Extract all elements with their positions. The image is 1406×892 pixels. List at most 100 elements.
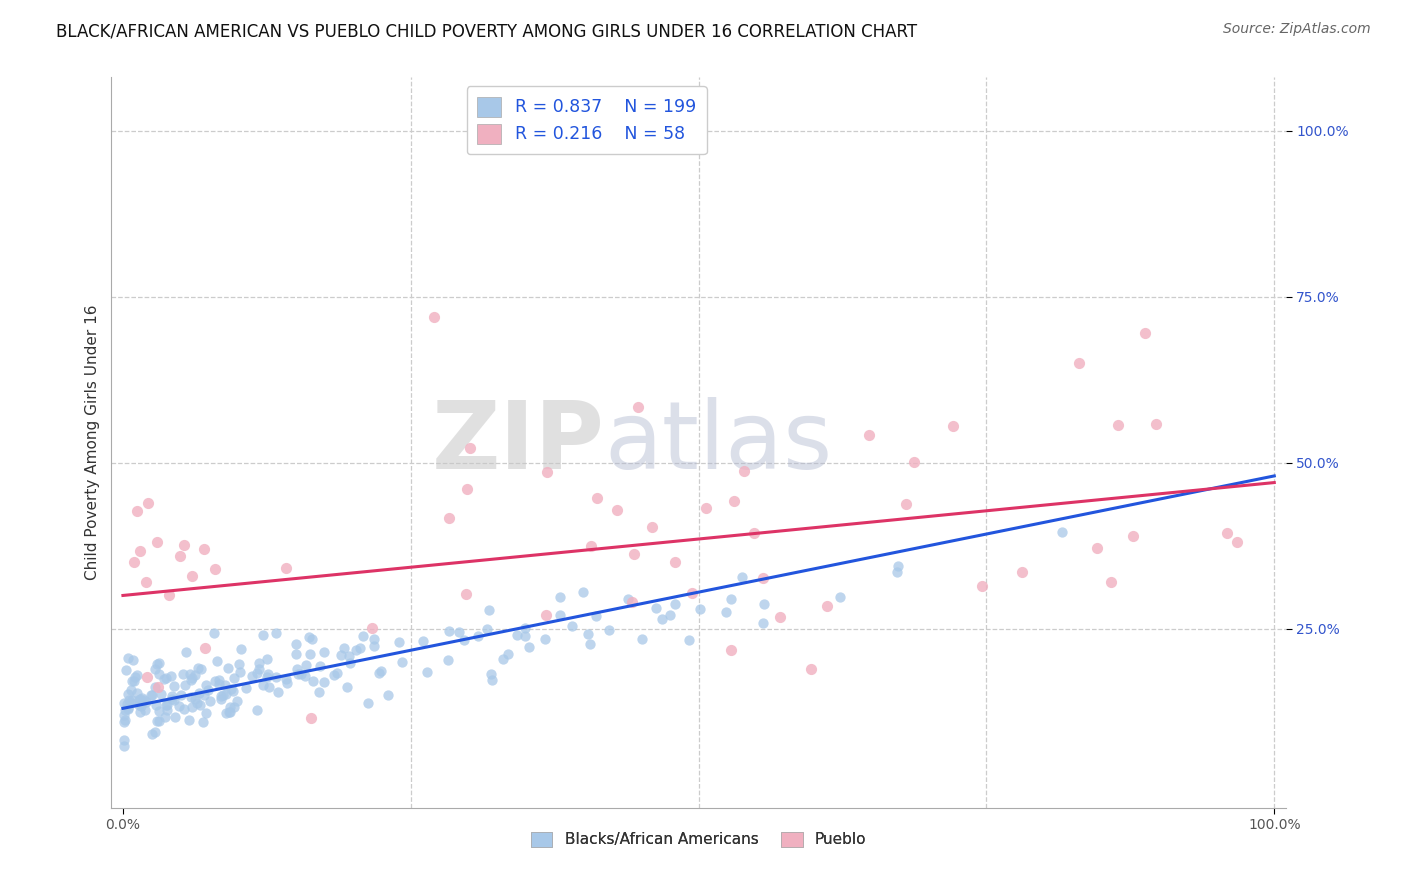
Point [287,667,309,681]
Point [143,725,166,739]
Point [217,660,239,674]
Point [129,705,152,719]
Point [134,703,156,717]
Point [169,549,191,563]
Point [339,656,361,670]
Point [125,686,148,700]
Point [146,535,169,549]
Point [1107,417,1129,432]
Point [1052,525,1074,540]
Point [1122,529,1144,543]
Point [128,693,150,707]
Point [323,668,346,682]
Point [172,667,194,681]
Point [290,666,312,681]
Point [548,607,571,622]
Point [141,727,163,741]
Point [229,665,252,679]
Point [651,612,673,626]
Point [337,649,360,664]
Point [195,678,218,692]
Point [121,653,143,667]
Point [352,629,374,643]
Point [120,683,142,698]
Point [308,658,330,673]
Point [264,670,287,684]
Point [456,587,478,601]
Point [477,623,499,637]
Point [129,691,152,706]
Point [815,599,838,614]
Point [131,691,153,706]
Point [377,688,399,702]
Point [606,503,628,517]
Point [326,666,349,681]
Point [167,699,190,714]
Point [117,693,139,707]
Point [720,643,742,657]
Point [117,650,139,665]
Point [183,691,205,706]
Point [886,565,908,579]
Point [146,657,169,672]
Point [162,691,184,706]
Point [256,652,278,666]
Point [298,630,321,644]
Point [188,686,211,700]
Point [506,628,529,642]
Point [188,698,211,712]
Point [754,597,776,611]
Point [214,687,236,701]
Point [1226,534,1249,549]
Point [329,648,352,663]
Point [214,678,236,692]
Point [134,693,156,707]
Point [146,714,169,728]
Point [222,684,245,698]
Point [145,698,167,713]
Point [186,696,208,710]
Point [617,591,640,606]
Point [308,685,330,699]
Point [576,627,599,641]
Point [218,700,240,714]
Point [370,665,392,679]
Point [187,661,209,675]
Point [585,609,607,624]
Point [294,658,316,673]
Point [391,655,413,669]
Point [449,625,471,640]
Point [252,678,274,692]
Point [356,696,378,710]
Point [678,632,700,647]
Point [121,693,143,707]
Point [136,670,159,684]
Point [571,585,593,599]
Point [769,609,792,624]
Point [197,683,219,698]
Point [264,625,287,640]
Point [752,571,775,585]
Point [208,677,231,691]
Point [970,579,993,593]
Point [828,590,851,604]
Point [314,645,336,659]
Point [235,681,257,696]
Point [333,641,356,656]
Point [112,739,135,753]
Point [585,491,607,505]
Point [423,310,446,324]
Point [641,520,664,534]
Point [135,695,157,709]
Point [184,667,207,681]
Point [204,562,226,576]
Point [117,701,139,715]
Point [363,640,385,654]
Point [887,558,910,573]
Point [689,601,711,615]
Point [145,661,167,675]
Point [135,575,157,590]
Point [467,630,489,644]
Point [240,669,263,683]
Point [226,694,249,708]
